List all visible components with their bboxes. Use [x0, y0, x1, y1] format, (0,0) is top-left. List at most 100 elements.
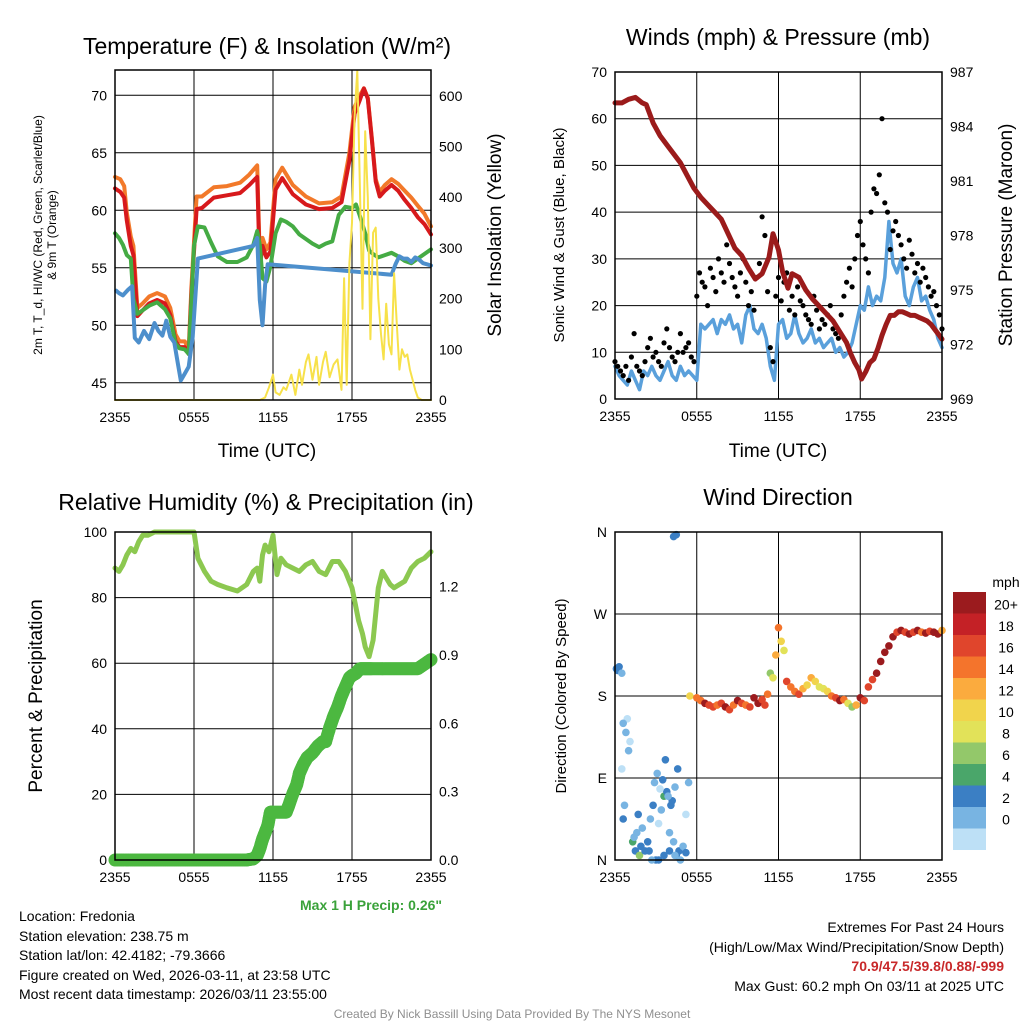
wind-y-axis-label: Sonic Wind & Gust (Blue, Black) — [551, 127, 568, 342]
wind-gust-point — [677, 331, 684, 337]
wind-gust-point — [639, 373, 645, 379]
dir-point — [684, 778, 693, 787]
wind-gust-point — [666, 345, 673, 351]
dir-point — [646, 815, 655, 823]
wind-gust-point — [814, 307, 820, 313]
wind-gust-point — [653, 349, 659, 355]
dir-plot-border — [614, 531, 943, 861]
dir-point — [750, 694, 758, 702]
wind-gust-point — [620, 373, 626, 379]
dir-point — [769, 674, 777, 682]
wind-gust-point — [688, 354, 694, 360]
dir-point — [620, 801, 629, 810]
wind-gust-point — [631, 331, 637, 337]
pressure-line — [612, 94, 945, 382]
colorbar-title: mph — [992, 574, 1019, 590]
rh-ytick-label: 80 — [91, 590, 107, 606]
wind-gust-point — [765, 289, 771, 295]
dir-ytick-label: N — [597, 852, 607, 868]
dir-point — [660, 851, 668, 860]
dir-point — [653, 769, 661, 778]
rh-ytick-label: 40 — [91, 721, 107, 737]
wind-gust-point — [751, 307, 757, 313]
rh-xtick-label: 1755 — [336, 869, 367, 885]
wind-gust-point — [923, 274, 929, 281]
temp-xtick-label: 1155 — [258, 409, 288, 425]
wind-gust-point — [694, 293, 700, 299]
dir-y-axis-label: Direction (Colored By Speed) — [553, 598, 570, 793]
temp-ytick-label: 70 — [91, 87, 107, 103]
wind-xtick-label: 2355 — [926, 408, 957, 424]
station-info: Location: Fredonia Station elevation: 23… — [19, 907, 331, 1005]
temp-y2tick-label: 600 — [439, 88, 463, 104]
colorbar-label: 10 — [998, 704, 1014, 720]
wind-gust-point — [770, 359, 776, 365]
wind-gust-point — [726, 260, 733, 267]
wind-gust-point — [735, 293, 741, 299]
dir-point — [638, 824, 647, 832]
wind-gust-point — [901, 256, 907, 262]
dir-xtick-label: 2355 — [926, 869, 957, 885]
wind-gust-point — [767, 345, 773, 351]
wind-gust-point — [846, 265, 853, 271]
rh-y2tick-label: 0.0 — [439, 852, 459, 868]
dir-point — [618, 765, 626, 773]
temp-y2tick-label: 100 — [439, 341, 463, 357]
rh-y-axis-label: Percent & Precipitation — [26, 599, 47, 792]
dir-point — [777, 637, 785, 646]
temp-ytick-label: 55 — [91, 260, 107, 276]
wind-xtick-label: 1755 — [845, 408, 876, 424]
temp-y2-axis-label: Solar Insolation (Yellow) — [485, 133, 506, 336]
wind-gust-point — [661, 340, 667, 346]
temp-plot-border — [114, 69, 432, 401]
wind-ytick-label: 30 — [591, 251, 607, 267]
wind-gust-point — [636, 368, 643, 374]
wind-gust-point — [909, 251, 915, 257]
wind-ytick-label: 0 — [599, 391, 607, 407]
temp-y-axis-label-line2: & 9m T (Orange) — [45, 190, 59, 280]
dir-point — [746, 703, 754, 711]
figure-created: Figure created on Wed, 2026-03-11, at 23… — [19, 966, 331, 983]
station-location: Location: Fredonia — [19, 908, 135, 924]
wind-gust-point — [710, 274, 716, 281]
dir-point — [885, 642, 893, 650]
colorbar-label: 2 — [1002, 790, 1010, 806]
wind-gust-point — [895, 232, 902, 239]
wind-y2-axis-label: Station Pressure (Maroon) — [996, 124, 1017, 347]
wind-gust-point — [759, 214, 765, 220]
dir-point — [619, 815, 627, 823]
wind-gust-point — [838, 312, 844, 318]
temp-panel: 2355 0555 1155 1755 2355 45 50 55 60 65 70 0 100 200 3… — [31, 33, 506, 462]
dir-xtick-label: 1155 — [763, 869, 793, 885]
wind-gust-point — [936, 312, 942, 318]
wind-panel: 2355 0555 1155 1755 235501020304050607096997… — [551, 24, 1017, 462]
wind-gust-point — [865, 270, 872, 276]
dir-point — [761, 701, 769, 709]
colorbar-swatch — [953, 785, 986, 807]
dir-point — [763, 690, 772, 698]
rh-y2tick-label: 1.2 — [439, 579, 459, 595]
wind-gust-point — [617, 368, 624, 374]
dir-point — [665, 847, 674, 855]
wind-ytick-label: 10 — [591, 344, 607, 360]
dir-ytick-label: S — [598, 688, 607, 704]
dir-point — [679, 842, 687, 851]
rh-xtick-label: 0555 — [178, 869, 209, 885]
wind-plot-border — [614, 71, 943, 400]
dir-point — [774, 623, 783, 632]
wind-gust-point — [800, 303, 806, 309]
wind-gust-point — [748, 289, 754, 295]
dir-point — [634, 810, 642, 819]
wind-gust-point — [792, 312, 798, 318]
rh-ytick-label: 100 — [84, 524, 108, 540]
dir-point — [643, 838, 652, 846]
wind-gust-point — [672, 359, 678, 365]
wind-gust-point — [863, 256, 869, 262]
temp-x-axis-label: Time (UTC) — [218, 441, 317, 462]
extremes-title: Extremes For Past 24 Hours — [827, 919, 1004, 935]
temp-xtick-label: 0555 — [178, 409, 209, 425]
wind-gust-point — [898, 242, 904, 248]
dir-point — [671, 783, 679, 791]
wind-y2tick-label: 984 — [950, 119, 974, 135]
